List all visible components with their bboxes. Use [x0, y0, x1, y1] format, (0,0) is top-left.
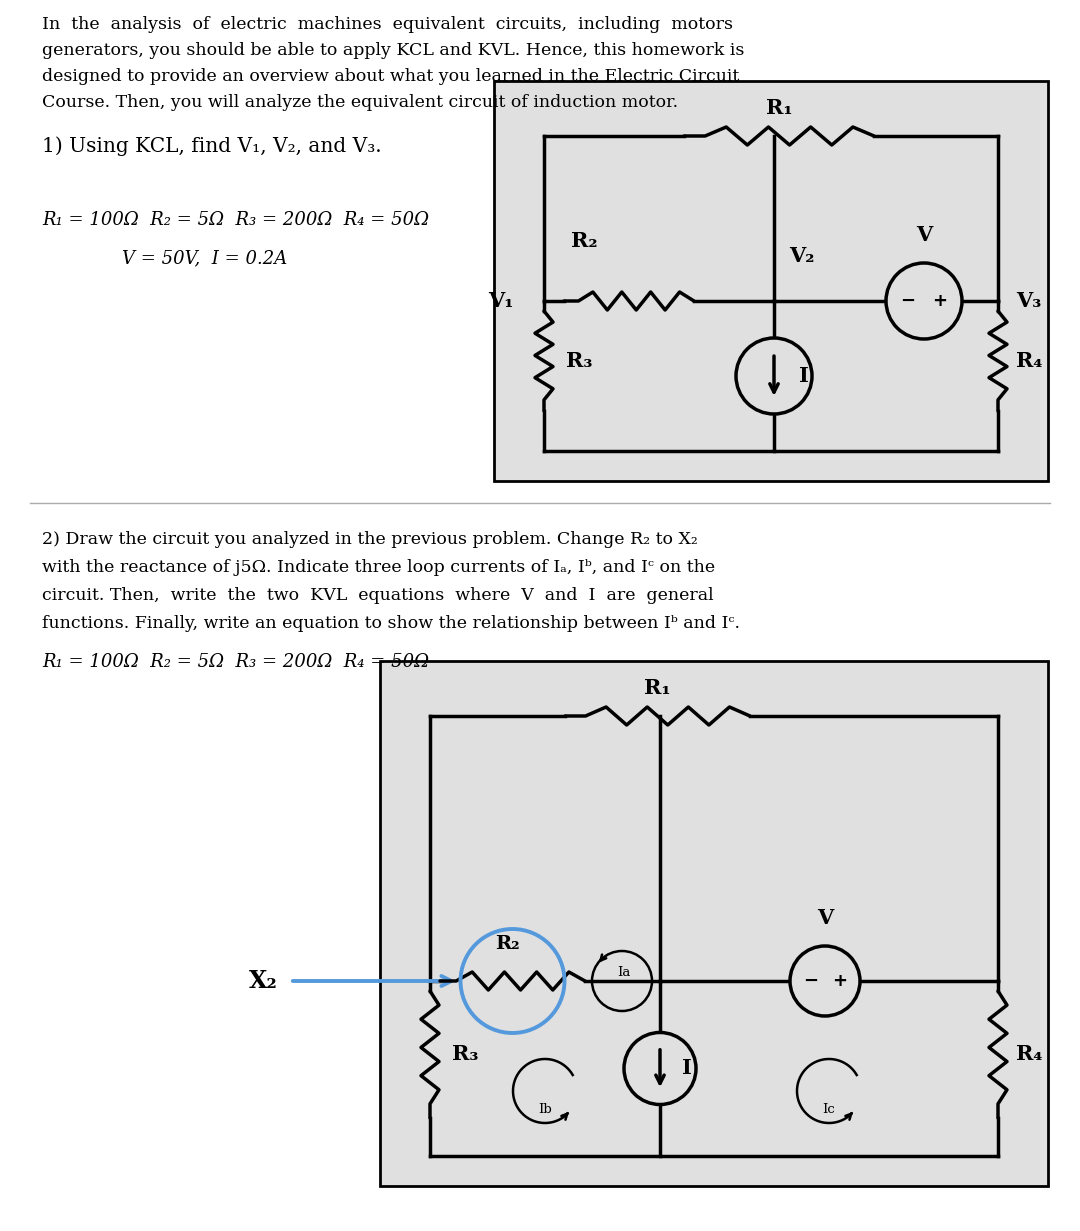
Text: R₂: R₂	[570, 231, 597, 251]
Text: 1) Using KCL, find V₁, V₂, and V₃.: 1) Using KCL, find V₁, V₂, and V₃.	[42, 135, 381, 155]
Text: R₃: R₃	[566, 351, 593, 371]
Text: with the reactance of j5Ω. Indicate three loop currents of Iₐ, Iᵇ, and Iᶜ on the: with the reactance of j5Ω. Indicate thre…	[42, 559, 715, 576]
Text: generators, you should be able to apply KCL and KVL. Hence, this homework is: generators, you should be able to apply …	[42, 42, 744, 59]
Text: V = 50V,  I = 0.2A: V = 50V, I = 0.2A	[122, 249, 287, 267]
FancyBboxPatch shape	[380, 661, 1048, 1185]
Text: In  the  analysis  of  electric  machines  equivalent  circuits,  including  mot: In the analysis of electric machines equ…	[42, 16, 733, 33]
Text: designed to provide an overview about what you learned in the Electric Circuit: designed to provide an overview about wh…	[42, 68, 739, 85]
Text: R₁ = 100Ω  R₂ = 5Ω  R₃ = 200Ω  R₄ = 50Ω: R₁ = 100Ω R₂ = 5Ω R₃ = 200Ω R₄ = 50Ω	[42, 211, 429, 229]
Text: V: V	[816, 908, 833, 928]
Text: R₄: R₄	[1016, 1044, 1042, 1065]
Text: R₁ = 100Ω  R₂ = 5Ω  R₃ = 200Ω  R₄ = 50Ω: R₁ = 100Ω R₂ = 5Ω R₃ = 200Ω R₄ = 50Ω	[42, 652, 429, 671]
Text: R₁: R₁	[644, 678, 671, 698]
Text: I: I	[681, 1059, 692, 1078]
Text: functions. Finally, write an equation to show the relationship between Iᵇ and Iᶜ: functions. Finally, write an equation to…	[42, 616, 740, 632]
FancyBboxPatch shape	[494, 81, 1048, 481]
Text: Ic: Ic	[823, 1103, 835, 1117]
Text: R₄: R₄	[1016, 351, 1042, 371]
Text: R₃: R₃	[453, 1044, 478, 1065]
Text: +: +	[833, 972, 847, 990]
Text: V₁: V₁	[488, 291, 514, 311]
Text: V: V	[916, 225, 932, 245]
Text: I: I	[799, 366, 809, 387]
Text: X₂: X₂	[249, 969, 278, 993]
Text: +: +	[932, 292, 947, 310]
Text: −: −	[802, 972, 818, 990]
Text: Course. Then, you will analyze the equivalent circuit of induction motor.: Course. Then, you will analyze the equiv…	[42, 94, 678, 111]
Text: V₂: V₂	[789, 246, 814, 266]
Text: V₃: V₃	[1016, 291, 1041, 311]
Text: Ia: Ia	[618, 966, 631, 980]
Text: Ib: Ib	[538, 1103, 552, 1117]
Text: 2) Draw the circuit you analyzed in the previous problem. Change R₂ to X₂: 2) Draw the circuit you analyzed in the …	[42, 531, 698, 548]
Text: −: −	[901, 292, 916, 310]
Text: circuit. Then,  write  the  two  KVL  equations  where  V  and  I  are  general: circuit. Then, write the two KVL equatio…	[42, 587, 714, 604]
Text: R₁: R₁	[766, 98, 793, 118]
Text: R₂: R₂	[496, 936, 519, 953]
